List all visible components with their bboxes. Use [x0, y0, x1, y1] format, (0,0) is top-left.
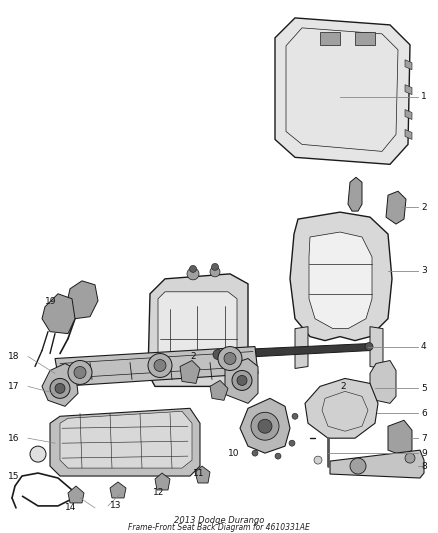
Text: 2013 Dodge Durango: 2013 Dodge Durango — [174, 516, 264, 526]
Circle shape — [292, 413, 298, 419]
Polygon shape — [148, 274, 248, 386]
Text: 13: 13 — [110, 502, 121, 511]
Text: 2: 2 — [421, 203, 427, 212]
Circle shape — [289, 440, 295, 446]
Circle shape — [55, 383, 65, 393]
Circle shape — [68, 360, 92, 384]
Polygon shape — [50, 408, 200, 476]
Circle shape — [232, 370, 252, 390]
Polygon shape — [155, 473, 170, 490]
Polygon shape — [355, 32, 375, 45]
Circle shape — [237, 375, 247, 385]
Polygon shape — [405, 110, 412, 119]
Circle shape — [258, 419, 272, 433]
Text: 4: 4 — [421, 342, 427, 351]
Circle shape — [251, 413, 279, 440]
Text: 11: 11 — [193, 469, 205, 478]
Polygon shape — [42, 364, 78, 406]
Polygon shape — [405, 85, 412, 95]
Polygon shape — [309, 232, 372, 329]
Circle shape — [218, 346, 242, 370]
Polygon shape — [60, 411, 192, 468]
Polygon shape — [240, 398, 290, 453]
Text: 19: 19 — [45, 297, 57, 306]
Polygon shape — [405, 130, 412, 140]
Text: 2: 2 — [340, 382, 346, 391]
Polygon shape — [320, 32, 340, 45]
Circle shape — [350, 458, 366, 474]
Circle shape — [190, 265, 197, 272]
Text: Frame-Front Seat Back Diagram for 4610331AE: Frame-Front Seat Back Diagram for 461033… — [128, 523, 310, 532]
Circle shape — [365, 343, 373, 351]
Text: 10: 10 — [228, 449, 240, 458]
Text: 12: 12 — [153, 488, 164, 497]
Text: 5: 5 — [421, 384, 427, 393]
Circle shape — [224, 352, 236, 365]
Polygon shape — [110, 482, 126, 498]
Polygon shape — [305, 378, 378, 438]
Text: 9: 9 — [421, 449, 427, 458]
Polygon shape — [405, 60, 412, 70]
Text: 18: 18 — [8, 352, 20, 361]
Circle shape — [210, 267, 220, 277]
Polygon shape — [275, 18, 410, 164]
Polygon shape — [158, 292, 237, 375]
Text: 15: 15 — [8, 472, 20, 481]
Polygon shape — [55, 346, 258, 386]
Circle shape — [252, 450, 258, 456]
Text: 2: 2 — [190, 352, 196, 361]
Circle shape — [30, 446, 46, 462]
Polygon shape — [386, 191, 406, 224]
Circle shape — [74, 367, 86, 378]
Text: 1: 1 — [421, 92, 427, 101]
Polygon shape — [68, 486, 84, 503]
Polygon shape — [218, 344, 370, 359]
Polygon shape — [66, 281, 98, 319]
Polygon shape — [370, 327, 383, 368]
Text: 7: 7 — [421, 434, 427, 443]
Polygon shape — [330, 450, 424, 478]
Text: 14: 14 — [65, 503, 76, 512]
Polygon shape — [290, 212, 392, 341]
Polygon shape — [42, 294, 75, 334]
Circle shape — [213, 350, 223, 360]
Circle shape — [154, 360, 166, 372]
Circle shape — [405, 453, 415, 463]
Polygon shape — [370, 360, 396, 403]
Polygon shape — [225, 359, 258, 403]
Text: 17: 17 — [8, 382, 20, 391]
Circle shape — [212, 263, 219, 270]
Text: 3: 3 — [421, 266, 427, 276]
Circle shape — [187, 268, 199, 280]
Polygon shape — [388, 420, 412, 456]
Text: 16: 16 — [8, 434, 20, 443]
Circle shape — [314, 456, 322, 464]
Polygon shape — [295, 327, 308, 368]
Circle shape — [50, 378, 70, 398]
Polygon shape — [180, 360, 200, 383]
Polygon shape — [210, 381, 228, 400]
Circle shape — [148, 353, 172, 377]
Polygon shape — [195, 466, 210, 483]
Polygon shape — [348, 177, 362, 211]
Text: 6: 6 — [421, 409, 427, 418]
Text: 8: 8 — [421, 462, 427, 471]
Circle shape — [275, 453, 281, 459]
